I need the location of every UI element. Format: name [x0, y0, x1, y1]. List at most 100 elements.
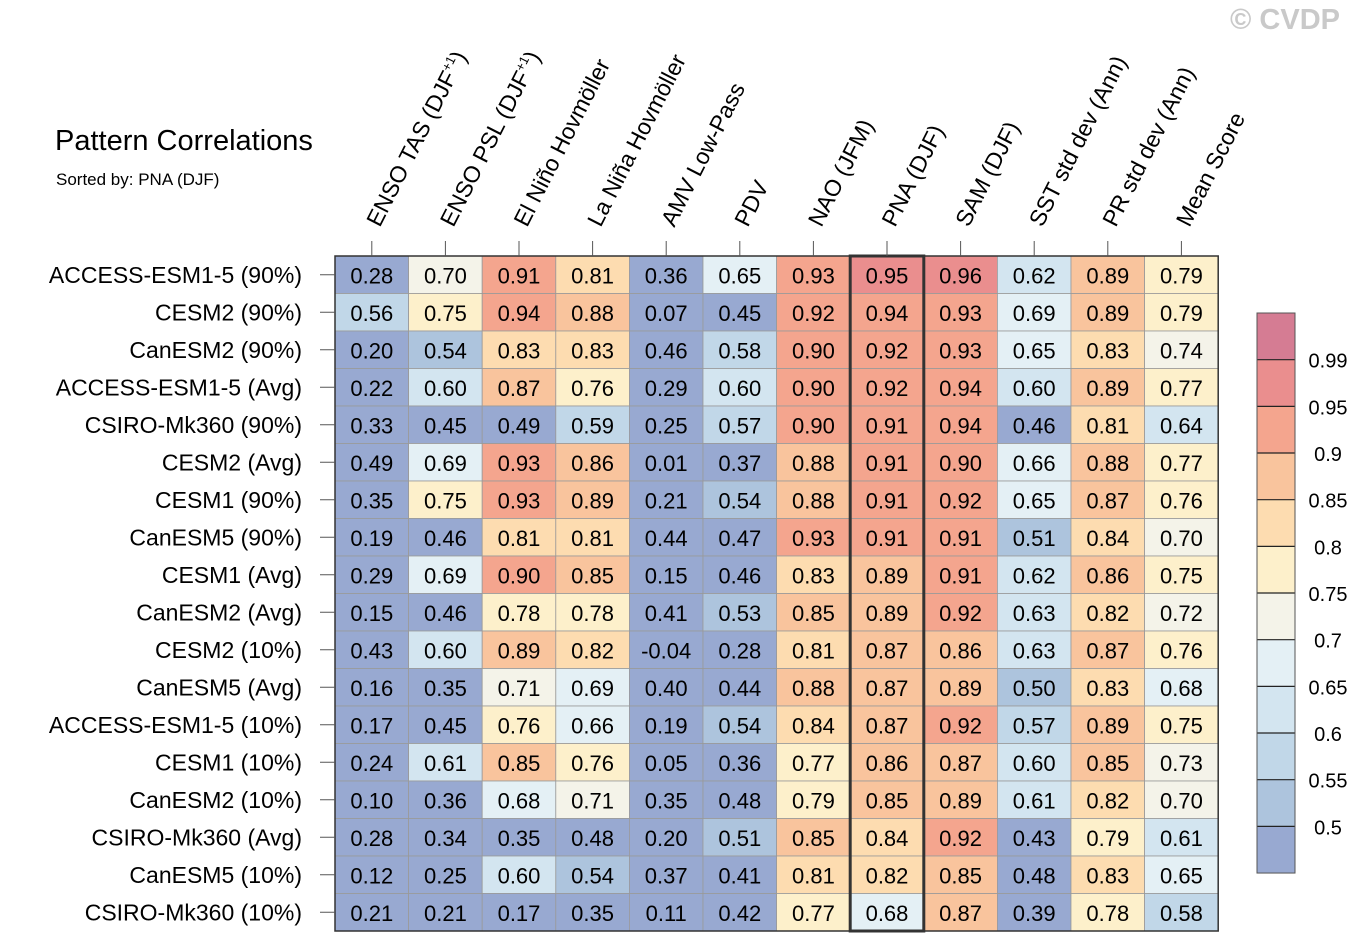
- heatmap-cell: [776, 668, 851, 707]
- heatmap-cell: [481, 780, 557, 819]
- cell-value-label: 0.91: [866, 526, 909, 551]
- cell-value-label: 0.87: [939, 751, 982, 776]
- cell-value-label: 0.28: [350, 263, 393, 288]
- cell-value-label: 0.79: [1086, 826, 1129, 851]
- cell-value-label: -0.04: [641, 638, 691, 663]
- heatmap-cell: [1070, 555, 1145, 594]
- heatmap-cell: [408, 443, 483, 482]
- cell-value-label: 0.90: [792, 413, 835, 438]
- heatmap-cell: [702, 443, 777, 482]
- cell-value-label: 0.94: [498, 301, 541, 326]
- cell-value-label: 0.81: [1086, 413, 1129, 438]
- heatmap-cell: [408, 368, 483, 407]
- cell-value-label: 0.07: [645, 301, 688, 326]
- heatmap-cell: [1070, 518, 1145, 557]
- cell-value-label: 0.21: [350, 901, 393, 926]
- cell-value-label: 0.36: [718, 751, 761, 776]
- cell-value-label: 0.89: [1086, 263, 1129, 288]
- cell-value-label: 0.66: [571, 713, 614, 738]
- cell-value-label: 0.40: [645, 676, 688, 701]
- heatmap-cell: [702, 818, 777, 857]
- cell-value-label: 0.21: [424, 901, 467, 926]
- heatmap-cell: [1144, 555, 1219, 594]
- cell-value-label: 0.42: [718, 901, 761, 926]
- heatmap-cell: [334, 893, 409, 932]
- heatmap-cell: [408, 480, 483, 519]
- cell-value-label: 0.51: [718, 826, 761, 851]
- cell-value-label: 0.88: [792, 676, 835, 701]
- heatmap-cell: [555, 330, 630, 369]
- row-label: CanESM2 (Avg): [136, 599, 302, 625]
- cell-value-label: 0.66: [1013, 451, 1056, 476]
- heatmap-cell: [702, 293, 777, 332]
- heatmap-cell: [481, 330, 557, 369]
- heatmap-cell: [702, 593, 777, 632]
- heatmap-cell: [702, 368, 777, 407]
- cell-value-label: 0.96: [939, 263, 982, 288]
- cell-value-label: 0.91: [866, 413, 909, 438]
- heatmap-cell: [555, 555, 630, 594]
- cell-value-label: 0.81: [792, 863, 835, 888]
- cell-value-label: 0.59: [571, 413, 614, 438]
- colorbar-tick-label: 0.85: [1309, 491, 1348, 513]
- heatmap-cell: [481, 368, 557, 407]
- heatmap-cell: [555, 893, 630, 932]
- colorbar-frame: [1256, 312, 1296, 874]
- heatmap-cell: [334, 555, 409, 594]
- heatmap-cell: [923, 668, 998, 707]
- heatmap-cell: [997, 743, 1072, 782]
- cell-value-label: 0.24: [350, 751, 393, 776]
- heatmap-cell: [408, 893, 483, 932]
- cell-value-label: 0.69: [1013, 301, 1056, 326]
- cell-value-label: 0.44: [645, 526, 688, 551]
- heatmap-cell: [923, 893, 998, 932]
- colorbar-segment: [1257, 313, 1295, 360]
- heatmap-cell: [702, 555, 777, 594]
- cell-value-label: 0.35: [498, 826, 541, 851]
- cell-value-label: 0.15: [645, 563, 688, 588]
- cell-value-label: 0.87: [866, 638, 909, 663]
- cell-value-label: 0.79: [792, 788, 835, 813]
- cell-value-label: 0.93: [792, 526, 835, 551]
- cell-value-label: 0.91: [939, 563, 982, 588]
- heatmap-cell: [923, 818, 998, 857]
- heatmap-cell: [334, 330, 409, 369]
- cell-value-label: 0.10: [350, 788, 393, 813]
- cell-value-label: 0.93: [792, 263, 835, 288]
- cell-value-label: 0.46: [424, 601, 467, 626]
- cell-value-label: 0.28: [350, 826, 393, 851]
- cell-value-label: 0.47: [718, 526, 761, 551]
- heatmap-cell: [1070, 855, 1145, 894]
- heatmap-cell: [555, 443, 630, 482]
- cell-value-label: 0.87: [866, 713, 909, 738]
- heatmap-cell: [776, 293, 851, 332]
- cell-value-label: 0.85: [792, 601, 835, 626]
- heatmap-cell: [334, 443, 409, 482]
- heatmap-cell: [481, 630, 557, 669]
- heatmap-cell: [923, 480, 998, 519]
- cell-value-label: 0.85: [498, 751, 541, 776]
- heatmap-cell: [923, 518, 998, 557]
- heatmap-cell: [334, 705, 409, 744]
- cell-value-label: 0.84: [792, 713, 835, 738]
- cell-value-label: 0.12: [350, 863, 393, 888]
- cell-value-label: 0.68: [866, 901, 909, 926]
- cell-value-label: 0.83: [498, 338, 541, 363]
- heatmap-cell: [629, 293, 704, 332]
- heatmap-cell: [629, 668, 704, 707]
- heatmap-cell: [629, 780, 704, 819]
- cell-value-label: 0.63: [1013, 638, 1056, 663]
- cell-value-label: 0.68: [1160, 676, 1203, 701]
- row-label: CESM1 (10%): [155, 749, 302, 775]
- heatmap-cell: [334, 780, 409, 819]
- cell-value-label: 0.63: [1013, 601, 1056, 626]
- cell-value-label: 0.46: [424, 526, 467, 551]
- cell-value-label: 0.90: [792, 376, 835, 401]
- cell-value-label: 0.60: [1013, 751, 1056, 776]
- cell-value-label: 0.89: [1086, 301, 1129, 326]
- heatmap-cell: [408, 743, 483, 782]
- heatmap-cell: [702, 518, 777, 557]
- row-label: CSIRO-Mk360 (10%): [85, 899, 302, 925]
- cell-value-label: 0.21: [645, 488, 688, 513]
